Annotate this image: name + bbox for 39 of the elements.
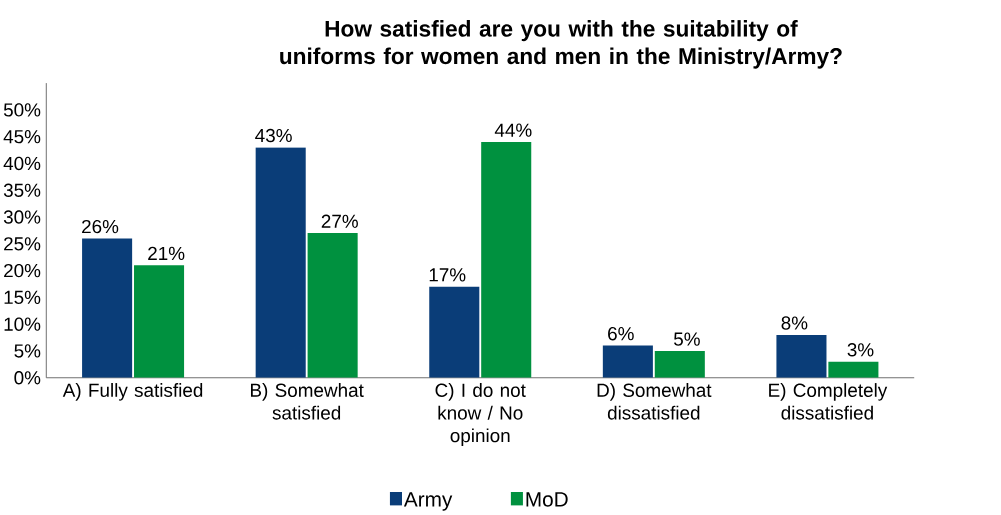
y-tick-label: 30% [3,210,41,224]
data-label: 44% [494,123,532,137]
y-tick-label: 20% [4,264,41,278]
x-tick-label: D) Somewhat dissatisfied [597,383,712,420]
data-label: 5% [673,332,700,346]
x-tick-label: B) Somewhat satisfied [251,383,364,420]
bar [776,335,827,378]
bar [429,286,480,378]
y-tick-label: 50% [3,103,41,117]
legend-label: MoD [526,492,568,507]
bar [481,142,532,378]
bar [134,265,185,378]
data-label: 3% [847,343,874,357]
bar [82,238,133,378]
y-tick-label: 15% [4,290,41,305]
y-tick-label: 45% [3,130,41,144]
y-tick-label: 10% [4,317,41,332]
y-tick-label: 0% [14,371,41,385]
data-label: 6% [608,327,634,341]
data-label: 26% [82,220,119,234]
x-tick-label: A) Fully satisfied [62,383,203,401]
x-tick-label: C) I do not know / No opinion [435,383,526,447]
x-tick-label: E) Completely dissatisfied [769,383,888,420]
data-label: 43% [255,128,292,143]
bar [602,345,653,378]
y-tick-label: 5% [14,344,41,358]
legend-label: Army [403,492,453,511]
bar [307,233,358,378]
y-tick-label: 40% [3,156,41,171]
data-label: 27% [321,214,358,229]
data-label: 21% [148,246,185,261]
chart-title: How satisfied are you with the suitability of uniforms for women and men in the Ministry/Army? [280,20,842,69]
y-tick-label: 25% [4,237,41,251]
data-label: 17% [429,268,466,282]
bar [255,147,306,378]
y-tick-label: 35% [3,183,41,198]
bar [828,361,879,378]
bar [654,351,705,378]
data-label: 8% [781,316,808,330]
